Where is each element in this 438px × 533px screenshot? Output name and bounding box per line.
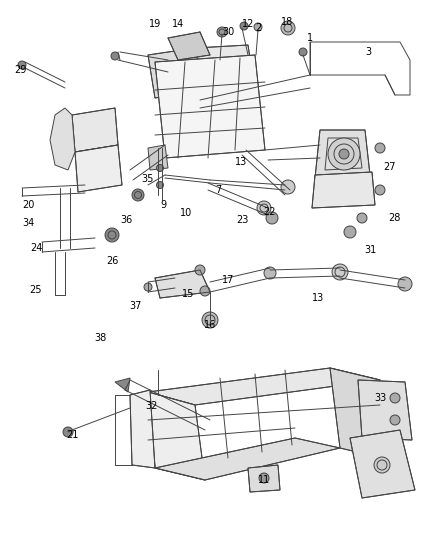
Text: 16: 16: [204, 320, 216, 330]
Circle shape: [375, 143, 385, 153]
Text: 31: 31: [364, 245, 376, 255]
Text: 32: 32: [146, 401, 158, 411]
Text: 13: 13: [235, 157, 247, 167]
Text: 20: 20: [22, 200, 34, 210]
Circle shape: [105, 228, 119, 242]
Text: 2: 2: [255, 23, 261, 33]
Text: 7: 7: [215, 185, 221, 195]
Polygon shape: [155, 438, 340, 480]
Text: 15: 15: [182, 289, 194, 299]
Polygon shape: [115, 378, 130, 392]
Text: 24: 24: [30, 243, 42, 253]
Circle shape: [390, 393, 400, 403]
Polygon shape: [148, 48, 205, 98]
Polygon shape: [148, 145, 168, 170]
Polygon shape: [358, 380, 412, 440]
Text: 17: 17: [222, 275, 234, 285]
Polygon shape: [315, 130, 370, 178]
Circle shape: [200, 286, 210, 296]
Text: 26: 26: [106, 256, 118, 266]
Text: 30: 30: [222, 27, 234, 37]
Text: 25: 25: [30, 285, 42, 295]
Text: 21: 21: [66, 430, 78, 440]
Circle shape: [156, 182, 163, 189]
Text: 27: 27: [384, 162, 396, 172]
Circle shape: [375, 185, 385, 195]
Text: 22: 22: [264, 207, 276, 217]
Circle shape: [398, 277, 412, 291]
Text: 1: 1: [307, 33, 313, 43]
Circle shape: [63, 427, 73, 437]
Text: 38: 38: [94, 333, 106, 343]
Polygon shape: [248, 465, 280, 492]
Text: 34: 34: [22, 218, 34, 228]
Text: 28: 28: [388, 213, 400, 223]
Polygon shape: [168, 32, 210, 60]
Polygon shape: [50, 108, 75, 170]
Circle shape: [195, 265, 205, 275]
Circle shape: [390, 415, 400, 425]
Text: 19: 19: [149, 19, 161, 29]
Polygon shape: [350, 430, 415, 498]
Text: 10: 10: [180, 208, 192, 218]
Text: 3: 3: [365, 47, 371, 57]
Circle shape: [254, 23, 262, 31]
Circle shape: [281, 21, 295, 35]
Circle shape: [344, 226, 356, 238]
Circle shape: [264, 267, 276, 279]
Text: 9: 9: [160, 200, 166, 210]
Text: 29: 29: [14, 65, 26, 75]
Circle shape: [281, 180, 295, 194]
Circle shape: [240, 22, 248, 30]
Circle shape: [259, 473, 269, 483]
Text: 18: 18: [281, 17, 293, 27]
Circle shape: [132, 189, 144, 201]
Circle shape: [299, 48, 307, 56]
Text: 36: 36: [120, 215, 132, 225]
Text: 13: 13: [312, 293, 324, 303]
Circle shape: [328, 138, 360, 170]
Circle shape: [111, 52, 119, 60]
Polygon shape: [130, 390, 155, 468]
Text: 11: 11: [258, 475, 270, 485]
Polygon shape: [148, 368, 380, 405]
Polygon shape: [155, 270, 210, 298]
Text: 23: 23: [236, 215, 248, 225]
Text: 14: 14: [172, 19, 184, 29]
Circle shape: [217, 27, 227, 37]
Polygon shape: [195, 45, 255, 92]
Circle shape: [156, 165, 163, 172]
Circle shape: [257, 201, 271, 215]
Circle shape: [332, 264, 348, 280]
Polygon shape: [155, 55, 265, 158]
Text: 12: 12: [242, 19, 254, 29]
Polygon shape: [72, 108, 118, 152]
Text: 35: 35: [142, 174, 154, 184]
Circle shape: [144, 283, 152, 291]
Text: 33: 33: [374, 393, 386, 403]
Circle shape: [266, 212, 278, 224]
Polygon shape: [330, 368, 390, 460]
Circle shape: [339, 149, 349, 159]
Polygon shape: [148, 392, 205, 480]
Circle shape: [374, 457, 390, 473]
Polygon shape: [75, 145, 122, 192]
Circle shape: [357, 213, 367, 223]
Polygon shape: [312, 172, 375, 208]
Circle shape: [202, 312, 218, 328]
Circle shape: [18, 61, 26, 69]
Text: 37: 37: [130, 301, 142, 311]
